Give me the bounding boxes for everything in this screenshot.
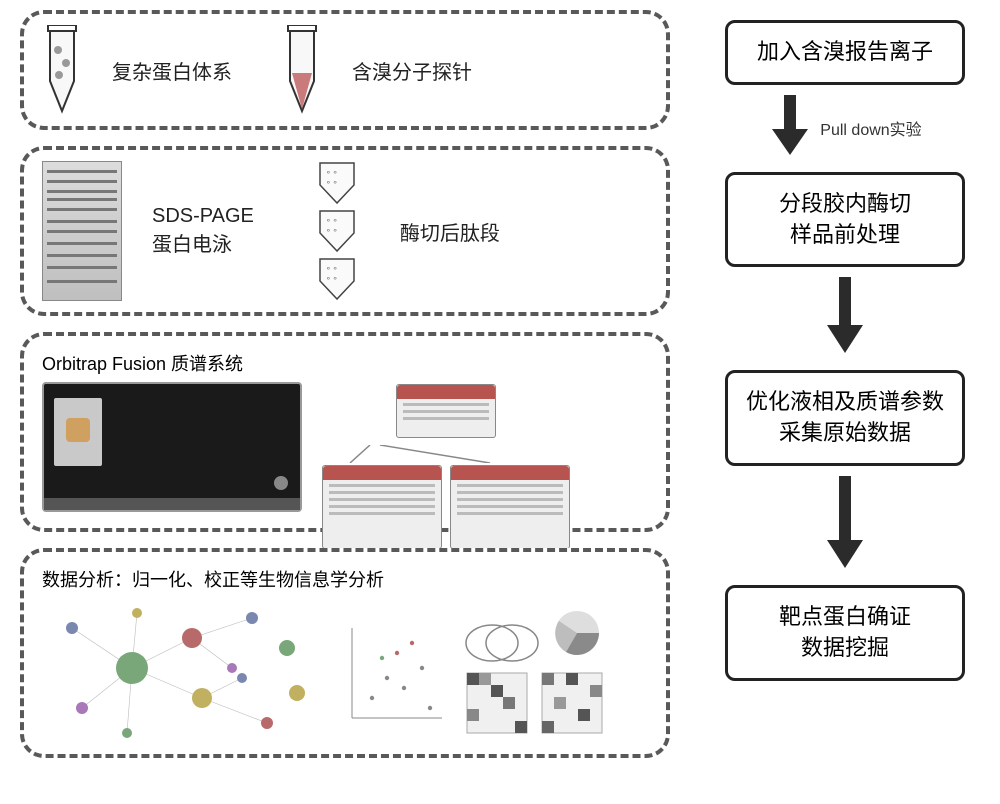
gel-label: SDS-PAGE 蛋白电泳 [152,205,254,257]
probe-label: 含溴分子探针 [352,56,472,85]
flow-box-4: 靶点蛋白确证 数据挖掘 [725,585,965,681]
svg-text:⚬⚬: ⚬⚬ [325,178,338,187]
flow-box-3: 优化液相及质谱参数 采集原始数据 [725,370,965,466]
mass-spec-instrument-icon [42,382,302,512]
flow-box-1: 加入含溴报告离子 [725,20,965,85]
panel-ms: Orbitrap Fusion 质谱系统 [20,332,670,532]
peptide-tubes-icon: ⚬⚬⚬⚬ ⚬⚬⚬⚬ ⚬⚬⚬⚬ [314,161,360,301]
panel-gel: SDS-PAGE 蛋白电泳 ⚬⚬⚬⚬ ⚬⚬⚬⚬ ⚬⚬⚬⚬ 酶切后肽段 [20,146,670,316]
software-windows-icon [320,382,572,556]
panel-analysis: 数据分析：归一化、校正等生物信息学分析 [20,548,670,758]
svg-text:⚬⚬: ⚬⚬ [325,216,338,225]
arrow-down-icon [823,277,867,360]
analysis-title: 数据分析：归一化、校正等生物信息学分析 [42,566,648,592]
arrow-down-icon [768,95,812,162]
network-graph-icon [42,598,322,748]
arrow-down-icon [823,476,867,575]
flow-box-2: 分段胶内酶切 样品前处理 [725,172,965,268]
arrow1-label: Pull down实验 [820,116,921,140]
svg-text:⚬⚬: ⚬⚬ [325,274,338,283]
flowchart: 加入含溴报告离子 Pull down实验 分段胶内酶切 样品前处理 优化液相及质… [710,20,980,681]
svg-text:⚬⚬: ⚬⚬ [325,226,338,235]
svg-text:⚬⚬: ⚬⚬ [325,168,338,177]
gel-icon [42,161,122,301]
gel-label-line2: 蛋白电泳 [152,228,254,257]
peptide-label: 酶切后肽段 [400,217,500,246]
svg-text:⚬⚬: ⚬⚬ [325,264,338,273]
probe-tube-icon [282,25,322,115]
complex-protein-tube-icon [42,25,82,115]
ms-title: Orbitrap Fusion 质谱系统 [42,350,648,376]
analytics-charts-icon [332,598,632,748]
gel-label-line1: SDS-PAGE [152,205,254,228]
panel-samples: 复杂蛋白体系 含溴分子探针 [20,10,670,130]
complex-protein-label: 复杂蛋白体系 [112,56,232,85]
